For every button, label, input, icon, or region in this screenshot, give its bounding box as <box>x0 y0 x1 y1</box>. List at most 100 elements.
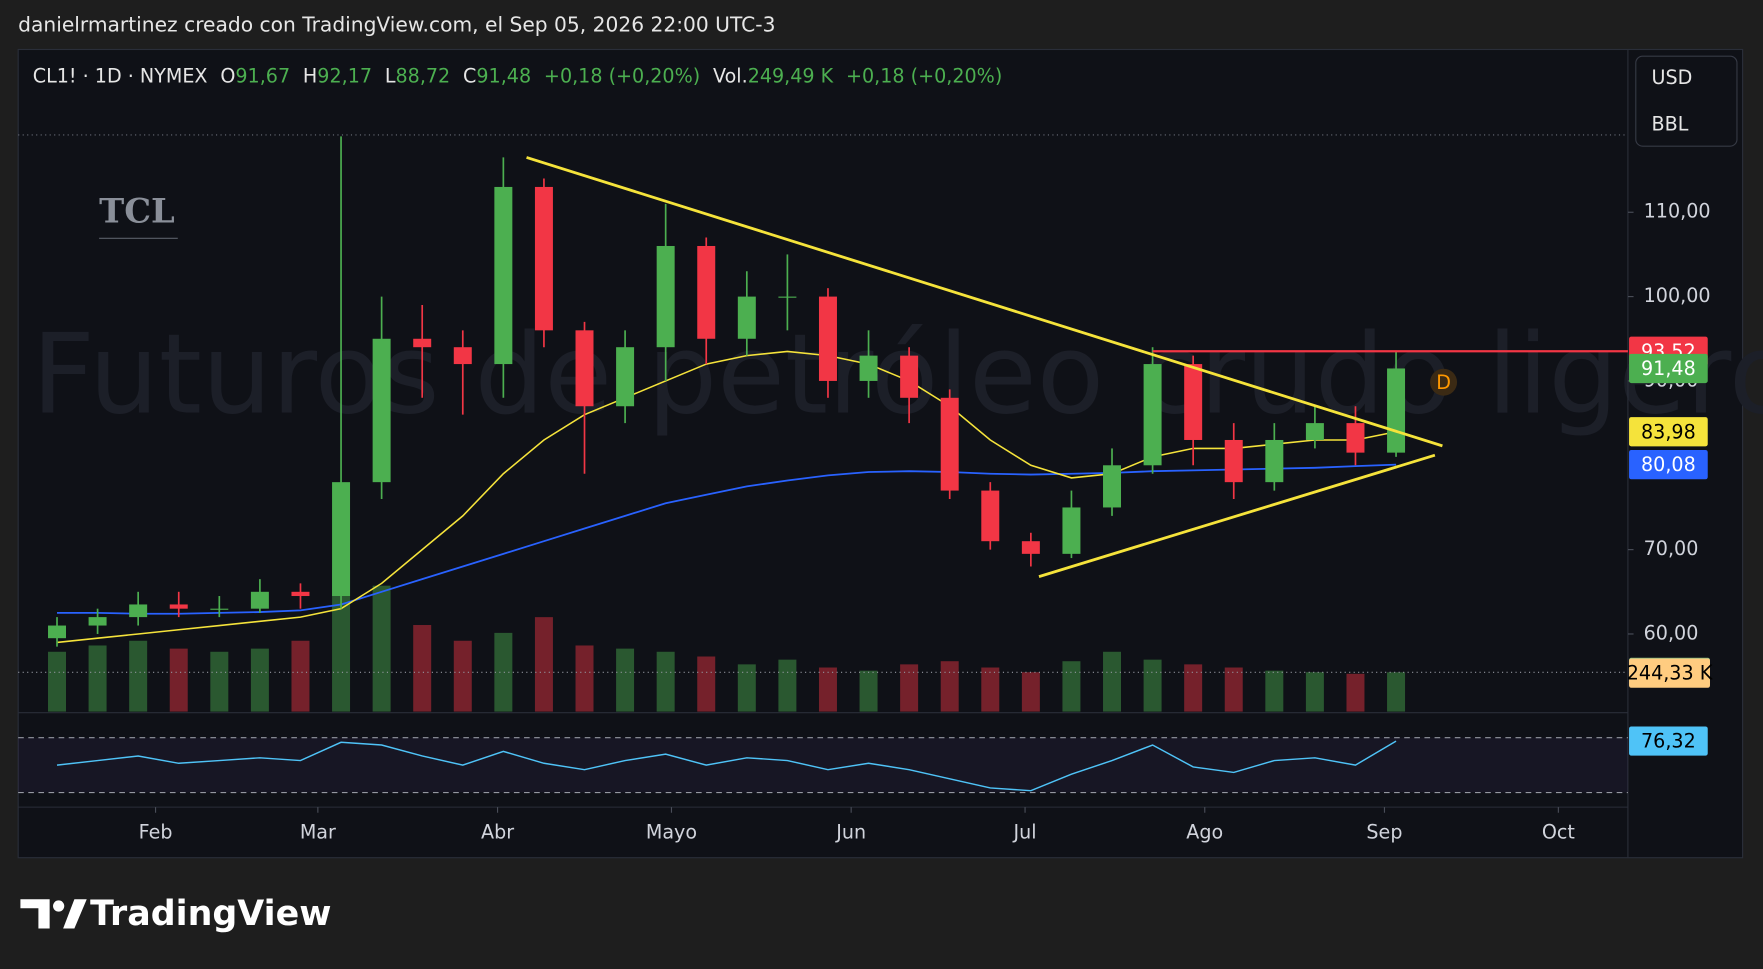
volume-bar <box>169 648 188 712</box>
candle-body <box>291 591 310 597</box>
volume-bar <box>48 651 66 712</box>
volume-bar <box>210 651 229 712</box>
price-label: 244,33 K <box>1627 662 1713 685</box>
x-tick-label: Jun <box>835 820 866 843</box>
brand-logo <box>20 899 87 929</box>
volume-bar <box>656 651 675 712</box>
volume-bar <box>129 640 148 712</box>
trendline <box>526 156 1443 448</box>
candle-body <box>1224 439 1243 483</box>
volume-bar <box>453 640 472 712</box>
x-tick-label: Feb <box>139 820 173 843</box>
unit: BBL <box>1652 112 1689 135</box>
legend-key: Vol. <box>713 64 748 87</box>
volume-bar <box>534 617 553 712</box>
candle-body <box>1265 439 1284 483</box>
candle-body <box>453 347 472 365</box>
candle-body <box>169 604 188 609</box>
candle-body <box>494 186 513 365</box>
dividend-circle[interactable] <box>1430 368 1458 396</box>
legend-change: +0,18 (+0,20%) <box>544 64 700 87</box>
x-tick-label: Mar <box>300 820 336 843</box>
rsi-line <box>56 740 1397 792</box>
x-tick-label: Jul <box>1013 820 1037 843</box>
candle-body <box>656 245 675 348</box>
brand-icon <box>20 899 50 929</box>
candle-body <box>210 608 229 610</box>
volume-bar <box>1103 651 1122 712</box>
candle-body <box>575 330 594 407</box>
brand-icon <box>63 899 87 929</box>
candle-body <box>1021 541 1040 554</box>
price-label-box <box>1629 417 1708 447</box>
candle-body <box>900 355 919 398</box>
dividend-marker: D <box>1436 371 1451 394</box>
volume-bar <box>1346 673 1365 712</box>
volume-bar <box>1387 672 1406 712</box>
x-tick-label: Mayo <box>646 820 697 843</box>
y-tick-label: 110,00 <box>1644 200 1711 223</box>
volume-bar <box>616 648 635 712</box>
legend-key: L <box>385 64 396 87</box>
y-tick-label: 70,00 <box>1644 537 1699 560</box>
brand: TradingView <box>90 894 331 934</box>
legend-value: 249,49 K <box>748 64 834 87</box>
price-label: 91,48 <box>1641 357 1696 380</box>
volume-bar <box>291 640 310 712</box>
candle-body <box>1346 423 1365 453</box>
candle-body <box>1387 368 1406 453</box>
candle-body <box>332 482 351 597</box>
volume-bar <box>940 661 959 712</box>
candle-body <box>859 355 878 381</box>
volume-bar <box>1265 670 1284 712</box>
legend: CL1! · 1D · NYMEX O91,67 H92,17 L88,72 C… <box>33 64 1002 87</box>
legend-key: C <box>463 64 476 87</box>
volume-bar <box>1021 672 1040 712</box>
volume-bar <box>413 625 432 712</box>
candle-body <box>250 591 269 609</box>
candle-body <box>1184 364 1203 440</box>
candle-body <box>818 296 837 381</box>
candle-body <box>1103 465 1122 508</box>
logo: TCL <box>99 191 175 231</box>
brand-icon <box>53 900 65 912</box>
price-label: 76,32 <box>1641 730 1696 753</box>
legend-key: O <box>220 64 235 87</box>
price-label: 80,08 <box>1641 453 1696 476</box>
legend-value: 88,72 <box>396 64 451 87</box>
x-tick-label: Oct <box>1542 820 1576 843</box>
volume-bar <box>697 656 716 712</box>
price-label-box <box>1629 353 1708 384</box>
volume-bar <box>1143 659 1162 712</box>
price-label-box <box>1629 449 1708 480</box>
unit-box[interactable] <box>1635 55 1738 147</box>
legend-value: 91,67 <box>235 64 290 87</box>
y-tick-label: 100,00 <box>1644 284 1711 307</box>
volume-bar <box>1062 661 1081 712</box>
candle-body <box>1062 507 1081 554</box>
volume-bar <box>900 664 919 712</box>
x-tick-label: Abr <box>481 820 514 843</box>
volume-bar <box>1305 672 1324 712</box>
candle-body <box>1305 423 1324 440</box>
y-tick-label: 60,00 <box>1644 621 1699 644</box>
price-label-box <box>1629 658 1710 688</box>
volume-bar <box>88 645 107 712</box>
ma200-line <box>57 463 1397 615</box>
legend-symbol: CL1! · 1D · NYMEX <box>33 64 208 87</box>
candle-body <box>129 604 148 618</box>
candle-body <box>697 245 716 339</box>
price-label: 83,98 <box>1641 420 1696 443</box>
candle-body <box>616 347 635 407</box>
chart-panel <box>17 48 1744 859</box>
ma50-line <box>56 350 1397 644</box>
candle-body <box>940 397 959 491</box>
volume-bar <box>494 632 513 712</box>
legend-change: +0,18 (+0,20%) <box>846 64 1002 87</box>
volume-bar <box>575 645 594 712</box>
candle-body <box>778 296 797 298</box>
volume-bar <box>737 664 756 712</box>
volume-bar <box>981 667 1000 712</box>
plot: 60,0070,0090,00100,00110,00FebMarAbrMayo… <box>18 136 1713 843</box>
